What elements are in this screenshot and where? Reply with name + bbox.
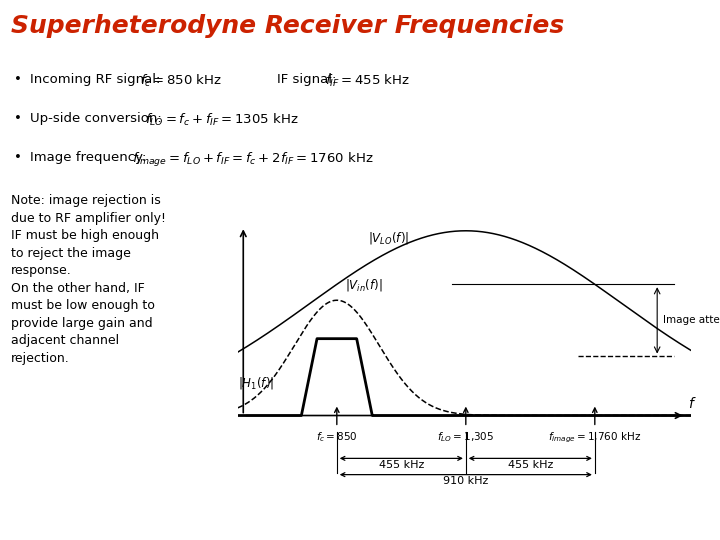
Text: Up-side conversion:: Up-side conversion: — [30, 112, 162, 125]
Text: $f$: $f$ — [688, 396, 697, 411]
Text: 455 kHz: 455 kHz — [508, 460, 553, 470]
Text: IF signal:: IF signal: — [277, 73, 336, 86]
Text: $f_c = 850$: $f_c = 850$ — [316, 430, 358, 444]
Text: Superheterodyne Receiver Frequencies: Superheterodyne Receiver Frequencies — [11, 14, 564, 37]
Text: •: • — [14, 151, 22, 164]
Text: $f_{image} = f_{LO} + f_{IF} = f_c + 2f_{IF} = 1760\ \mathrm{kHz}$: $f_{image} = f_{LO} + f_{IF} = f_c + 2f_… — [132, 151, 373, 168]
Text: $f_{IF} = 455\ \mathrm{kHz}$: $f_{IF} = 455\ \mathrm{kHz}$ — [325, 73, 410, 89]
Text: $f_{image} = 1{,}760\ \mathrm{kHz}$: $f_{image} = 1{,}760\ \mathrm{kHz}$ — [548, 430, 642, 445]
Text: Image attenuation: Image attenuation — [663, 315, 720, 326]
Text: $f_{LO} = 1{,}305$: $f_{LO} = 1{,}305$ — [437, 430, 495, 444]
Text: Incoming RF signal:: Incoming RF signal: — [30, 73, 161, 86]
Text: •: • — [14, 73, 22, 86]
Text: 455 kHz: 455 kHz — [379, 460, 424, 470]
Text: $|V_{in}(f)|$: $|V_{in}(f)|$ — [346, 277, 383, 293]
Text: 910 kHz: 910 kHz — [443, 476, 488, 486]
Text: Image frequency:: Image frequency: — [30, 151, 147, 164]
Text: $f_c = 850\ \mathrm{kHz}$: $f_c = 850\ \mathrm{kHz}$ — [140, 73, 222, 89]
Text: Note: image rejection is
due to RF amplifier only!
IF must be high enough
to rej: Note: image rejection is due to RF ampli… — [11, 194, 166, 365]
Text: $f_{LO} = f_c + f_{IF} = 1305\ \mathrm{kHz}$: $f_{LO} = f_c + f_{IF} = 1305\ \mathrm{k… — [145, 112, 299, 128]
Text: $|H_1(f)|$: $|H_1(f)|$ — [238, 375, 274, 391]
Text: •: • — [14, 112, 22, 125]
Text: $|V_{LO}(f)|$: $|V_{LO}(f)|$ — [368, 230, 409, 246]
